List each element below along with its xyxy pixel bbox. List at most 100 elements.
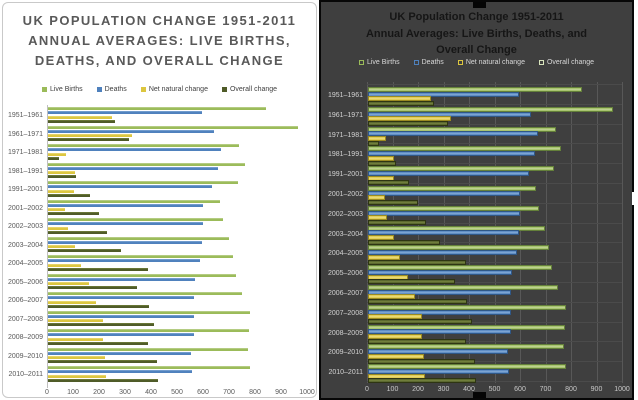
x-axis-tick-label: 300 [437,386,450,393]
x-axis-tick-label: 800 [565,386,577,393]
bar-overall-change [368,120,448,126]
bar-overall-change [48,360,157,364]
category-label: 2008–2009 [327,329,363,337]
gridline-vertical [545,82,547,383]
bar-deaths [48,277,195,281]
gridline-vertical [571,82,572,383]
bar-live-births [48,125,299,129]
category-label: 2003–2004 [7,241,43,249]
bar-deaths [48,129,214,133]
category-label: 2005–2006 [327,270,363,278]
bar-deaths [368,111,531,117]
bar-live-births [48,218,223,221]
x-axis-tick-label: 400 [145,389,157,396]
category-label: 2003–2004 [327,230,363,238]
category-label: 1961–1971 [327,111,363,119]
x-axis-tick-label: 300 [119,389,131,396]
gridline-vertical [520,82,521,383]
gridline-horizontal [367,321,622,323]
bar-overall-change [368,378,477,384]
legend-label: Live Births [366,59,400,66]
legend-label: Live Births [49,86,83,93]
bar-live-births [48,292,242,295]
bar-deaths [368,131,538,137]
right-title-line-1: UK Population Change 1951-2011 [389,11,564,23]
legend-item-net-natural-change: Net natural change [457,59,525,66]
x-axis-tick-label: 0 [365,386,369,393]
bar-live-births [368,285,559,290]
legend-item-live-births: Live Births [41,86,83,93]
bar-net-natural-change [368,353,424,359]
bar-net-natural-change [48,115,112,119]
bar-live-births [48,181,239,184]
bar-live-births [368,146,562,152]
bar-live-births [48,199,220,203]
bar-live-births [368,87,582,92]
bar-net-natural-change [48,171,75,175]
bar-deaths [368,329,511,335]
legend-item-overall-change: Overall change [221,86,277,93]
bar-deaths [368,190,520,196]
bar-live-births [368,304,566,310]
bar-overall-change [48,156,59,160]
bar-overall-change [48,249,122,253]
category-label: 2006–2007 [7,297,43,304]
bar-net-natural-change [48,226,68,230]
category-label: 1991–2001 [7,186,43,193]
bar-deaths [48,240,203,244]
category-label: 1981–1991 [327,151,363,159]
left-chart-card: UK POPULATION CHANGE 1951-2011 ANNUAL AV… [2,2,317,398]
bar-live-births [368,205,540,211]
bar-overall-change [48,175,77,179]
category-label: 2007–2008 [7,315,43,323]
selection-handle-bottom[interactable] [473,392,486,398]
bar-net-natural-change [368,96,431,102]
bar-deaths [368,368,509,374]
legend-item-overall-change: Overall change [538,59,595,66]
gridline-horizontal [367,222,622,224]
bar-live-births [48,273,236,277]
legend-swatch-net-natural-change [140,87,146,92]
category-label: 2006–2007 [327,290,363,297]
bar-overall-change [368,239,440,245]
bar-deaths [48,314,195,318]
legend-swatch-deaths [413,60,419,65]
category-label: 2002–2003 [7,223,43,230]
bar-live-births [48,236,229,240]
legend-label: Deaths [421,59,444,66]
category-label: 2001–2002 [327,191,363,198]
bar-live-births [48,162,245,166]
gridline-horizontal [367,301,622,303]
category-label: 2005–2006 [7,278,43,286]
bar-overall-change [368,318,472,324]
x-axis-tick-label: 200 [93,389,105,396]
bar-live-births [368,106,614,112]
bar-deaths [48,222,203,226]
gridline-horizontal [367,84,622,85]
category-label: 2009–2010 [327,349,363,357]
bar-net-natural-change [368,294,416,300]
legend-label: Overall change [546,59,595,66]
x-axis-tick-label: 400 [463,386,475,393]
selection-handle-right[interactable] [632,192,637,205]
bar-overall-change [368,338,467,344]
bar-live-births [48,107,267,110]
bar-overall-change [48,323,154,327]
x-axis-tick-label: 200 [412,386,424,393]
left-title-line-2: ANNUAL AVERAGES: LIVE BIRTHS, DEATHS, AN… [28,33,291,69]
bar-overall-change [48,341,149,345]
bar-net-natural-change [48,319,104,323]
category-label: 2002–2003 [327,210,363,218]
x-axis-tick-label: 1000 [299,389,315,396]
selection-handle-top[interactable] [473,2,486,8]
gridline-vertical [596,82,598,383]
right-chart-panel[interactable]: UK Population Change 1951-2011 Annual Av… [319,0,638,400]
right-plot-area: 1951–1961 1961–1971 1971–1981 1981–1991 1991… [321,76,632,398]
bar-net-natural-change [48,337,104,341]
gridline-horizontal [367,123,622,125]
category-label: 1981–1991 [7,167,43,175]
bar-net-natural-change [368,136,386,141]
legend-item-deaths: Deaths [96,86,127,93]
x-axis-tick-label: 100 [386,386,399,393]
bar-overall-change [48,119,116,123]
